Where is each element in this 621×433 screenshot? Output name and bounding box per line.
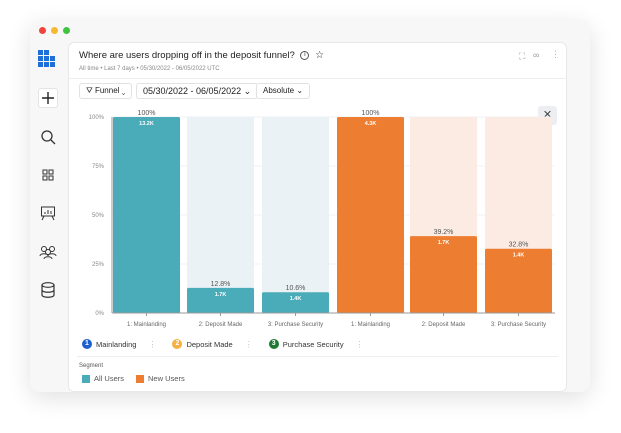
y-tick-label: 25% <box>92 262 105 268</box>
funnel-chart: 0% 25% 50% 75% 100% 100% 13.2K 1: Mainlanding 12… <box>89 110 555 328</box>
divider <box>69 78 566 79</box>
y-tick-label: 50% <box>92 213 105 219</box>
x-tick-label: 2: Deposit Made <box>422 322 466 328</box>
search-icon[interactable] <box>38 127 58 147</box>
count-label: 1.4K <box>513 253 525 259</box>
segment-swatch <box>136 374 145 383</box>
mode-dropdown[interactable]: Absolute ⌄ <box>256 83 311 99</box>
count-label: 4.3K <box>365 121 377 127</box>
x-tick-label: 3: Purchase Security <box>268 322 323 328</box>
step-number-badge: 1 <box>82 339 92 349</box>
count-label: 13.2K <box>139 121 154 127</box>
y-tick-label: 0% <box>95 311 104 317</box>
bar <box>410 236 477 313</box>
plus-icon[interactable] <box>38 88 58 108</box>
database-icon[interactable] <box>38 280 58 300</box>
info-icon[interactable]: i <box>300 50 310 60</box>
percent-label: 39.2% <box>434 229 454 236</box>
y-tick-label: 100% <box>89 115 105 121</box>
date-range-dropdown[interactable]: 05/30/2022 - 06/05/2022 ⌄ <box>136 83 259 99</box>
divider <box>77 356 558 357</box>
bar-background <box>187 117 254 313</box>
chart-type-dropdown[interactable]: ⛛ Funnel ⌄ <box>79 83 133 99</box>
close-window-button[interactable] <box>39 27 46 34</box>
step-label[interactable]: Deposit Made <box>186 339 233 349</box>
x-tick-label: 1: Mainlanding <box>351 322 390 328</box>
users-icon[interactable] <box>38 242 58 262</box>
more-options-icon[interactable]: ⋮ <box>551 49 560 59</box>
step-menu-icon[interactable]: ⋮ <box>244 339 253 349</box>
minimize-window-button[interactable] <box>51 27 58 34</box>
segment-title: Segment <box>79 363 104 369</box>
star-icon[interactable]: ☆ <box>315 50 325 61</box>
step-number-badge: 2 <box>172 339 183 349</box>
percent-label: 100% <box>362 110 380 117</box>
bar <box>337 117 404 313</box>
sidebar <box>30 40 66 392</box>
x-tick-label: 3: Purchase Security <box>491 322 546 328</box>
step-menu-icon[interactable]: ⋮ <box>355 339 364 349</box>
x-tick-label: 2: Deposit Made <box>199 322 243 328</box>
report-title: Where are users dropping off in the depo… <box>79 50 325 61</box>
fullscreen-icon[interactable]: ⛶ <box>519 51 526 61</box>
filter-icon: ⛛ <box>86 86 95 95</box>
logo-icon[interactable] <box>38 50 58 70</box>
bar <box>262 292 329 313</box>
bar-background <box>262 117 329 313</box>
percent-label: 10.6% <box>286 285 306 292</box>
maximize-window-button[interactable] <box>63 27 70 34</box>
step-label[interactable]: Mainlanding <box>96 339 137 349</box>
segment-swatch <box>82 374 90 383</box>
percent-label: 100% <box>138 110 156 117</box>
segment-label[interactable]: New Users <box>148 374 185 383</box>
count-label: 1.7K <box>438 240 450 246</box>
dashboard-presentation-icon[interactable] <box>38 203 58 223</box>
step-legend: 1 Mainlanding ⋮ 2 Deposit Made ⋮ 3 Purchase Sec… <box>82 339 376 349</box>
percent-label: 12.8% <box>211 281 231 288</box>
percent-label: 32.8% <box>509 242 529 249</box>
bar <box>187 287 254 313</box>
bar <box>113 117 180 313</box>
bar <box>485 248 552 313</box>
count-label: 1.4K <box>290 296 302 302</box>
apps-grid-icon[interactable] <box>38 165 58 185</box>
segment-label[interactable]: All Users <box>94 374 125 383</box>
count-label: 1.7K <box>215 292 227 298</box>
step-menu-icon[interactable]: ⋮ <box>148 339 157 349</box>
segment-legend: All Users New Users <box>82 374 193 383</box>
report-subtitle: All time • Last 7 days • 05/30/2022 - 06… <box>79 66 220 72</box>
link-icon[interactable]: ∞ <box>533 50 540 60</box>
step-number-badge: 3 <box>268 339 279 349</box>
step-label[interactable]: Purchase Security <box>282 339 344 349</box>
y-tick-label: 75% <box>92 164 105 170</box>
x-tick-label: 1: Mainlanding <box>127 322 166 328</box>
